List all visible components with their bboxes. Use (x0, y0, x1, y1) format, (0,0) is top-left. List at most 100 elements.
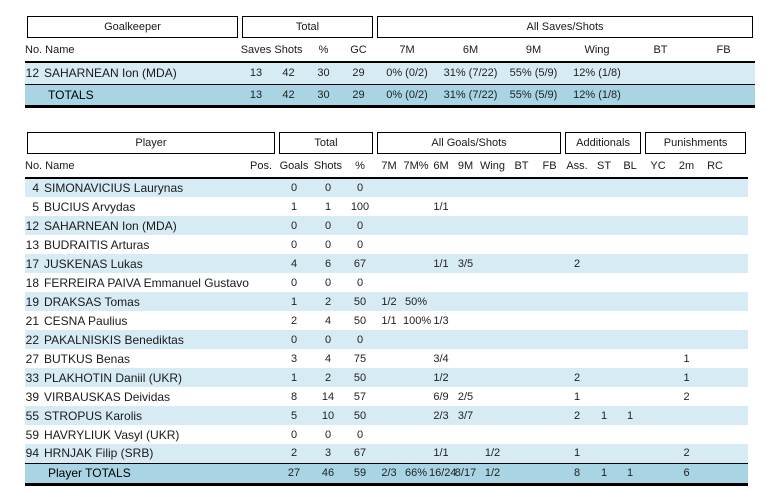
stat-cell (643, 387, 673, 406)
column-header-bl: BL (617, 158, 644, 179)
table-row: 27 BUTKUS Benas 3 4 75 3/4 1 (25, 349, 749, 368)
player-number: 12 (25, 218, 39, 233)
column-header-ass: Ass. (563, 158, 592, 179)
player-number: 33 (25, 370, 39, 385)
stat-cell (536, 349, 563, 368)
stat-cell: 1 (683, 371, 690, 384)
stat-cell (478, 235, 507, 254)
column-header-7m: 7M (375, 42, 439, 63)
stat-cell (403, 235, 429, 254)
stat-cell: 100% (403, 314, 432, 327)
player-name-cell: 94 HRNJAK Filip (SRB) (25, 444, 245, 463)
stat-cell: 50 (353, 371, 367, 384)
stat-cell (643, 330, 673, 349)
stat-cell (643, 406, 673, 425)
player-name: SIMONAVICIUS Laurynas (44, 181, 184, 195)
stat-cell (429, 425, 453, 444)
stat-cell (375, 425, 403, 444)
column-header-6m: 6M (439, 42, 502, 63)
stat-cell: 50% (404, 295, 428, 308)
stat-cell: 29 (352, 67, 365, 80)
stat-cell (453, 368, 478, 387)
stat-cell (375, 216, 403, 235)
stat-cell (429, 178, 453, 197)
stat-cell (591, 330, 617, 349)
stat-cell: 4 (324, 314, 332, 327)
stat-cell: 0 (324, 276, 332, 289)
table-row: 55 STROPUS Karolis 5 10 50 2/3 3/7 2 1 1 (25, 406, 749, 425)
stat-cell (643, 254, 673, 273)
player-name-cell: 12 SAHARNEAN Ion (MDA) (25, 62, 240, 84)
table-row: 94 HRNJAK Filip (SRB) 2 3 67 1/1 1/2 1 2 (25, 444, 749, 463)
stat-cell (617, 349, 643, 368)
totals-stat-cell (700, 462, 731, 486)
player-number: 55 (25, 408, 39, 423)
stat-cell (617, 368, 643, 387)
stat-cell: 2 (290, 447, 298, 460)
stat-cell (403, 425, 429, 444)
stat-cell: 1/2 (484, 447, 501, 460)
player-number: 4 (32, 181, 39, 195)
goalkeeper-stats-section: Goalkeeper Total All Saves/Shots No. Name Sa… (25, 16, 756, 108)
group-header-row: Goalkeeper Total All Saves/Shots (25, 16, 755, 42)
totals-stat-cell: 6 (673, 462, 701, 486)
stat-cell: 6/9 (433, 390, 449, 403)
group-header-all-saves-shots: All Saves/Shots (377, 16, 754, 38)
player-name: FERREIRA PAIVA Emmanuel Gustavo (44, 275, 249, 290)
stat-cell (673, 178, 700, 197)
stat-cell (245, 349, 277, 368)
stat-cell (673, 292, 700, 311)
totals-stat-cell (507, 462, 536, 486)
player-number: 59 (25, 427, 39, 442)
stat-cell: 1/1 (433, 257, 449, 270)
totals-stat-cell: 0% (0/2) (375, 83, 439, 108)
stat-cell (453, 425, 478, 444)
stat-cell (673, 425, 700, 444)
stat-cell: 1 (290, 200, 298, 213)
totals-label: TOTALS (25, 83, 240, 108)
player-name: JUSKENAS Lukas (44, 256, 143, 271)
stat-cell (617, 178, 643, 197)
totals-stat-cell (692, 83, 756, 108)
stat-cell (673, 197, 700, 216)
table-row: 17 JUSKENAS Lukas 4 6 67 1/1 3/5 2 (25, 254, 749, 273)
stat-cell (730, 406, 748, 425)
totals-stat-cell: 12% (1/8) (565, 83, 629, 108)
player-name: SAHARNEAN Ion (MDA) (44, 66, 177, 81)
column-header-pos: Pos. (245, 158, 277, 179)
group-header-goalkeeper: Goalkeeper (27, 16, 238, 38)
player-name: PAKALNISKIS Benediktas (44, 332, 184, 347)
column-header-gc: GC (342, 42, 375, 63)
player-name-cell: 22 PAKALNISKIS Benediktas (25, 330, 245, 349)
stat-cell (375, 197, 403, 216)
player-name-cell: 21 CESNA Paulius (25, 311, 245, 330)
player-name-cell: 18 FERREIRA PAIVA Emmanuel Gustavo (25, 273, 249, 292)
stat-cell (730, 197, 748, 216)
stat-cell: 12% (1/8) (573, 67, 621, 80)
stat-cell: 0% (0/2) (386, 67, 428, 80)
stat-cell (245, 425, 277, 444)
column-header-shots: Shots (272, 42, 305, 63)
stat-cell: 67 (353, 257, 367, 270)
stat-cell (617, 311, 643, 330)
stat-cell: 14 (321, 390, 335, 403)
stat-cell: 0 (290, 276, 298, 289)
stat-cell (591, 349, 617, 368)
stat-cell (563, 425, 591, 444)
stat-cell (507, 254, 536, 273)
stat-cell (700, 273, 730, 292)
totals-stat-cell: 1/2 (478, 462, 507, 486)
player-number: 18 (25, 275, 39, 290)
stat-cell (245, 368, 277, 387)
stat-cell: 100 (350, 200, 370, 213)
stat-cell (536, 368, 563, 387)
stat-cell (507, 178, 536, 197)
stat-cell (375, 444, 403, 463)
stat-cell (730, 292, 748, 311)
player-name: BUTKUS Benas (44, 351, 131, 366)
stat-cell (453, 235, 478, 254)
table-row: 18 FERREIRA PAIVA Emmanuel Gustavo 0 0 0 (25, 273, 749, 292)
stat-cell (536, 330, 563, 349)
stat-cell (478, 254, 507, 273)
stat-cell (673, 235, 700, 254)
